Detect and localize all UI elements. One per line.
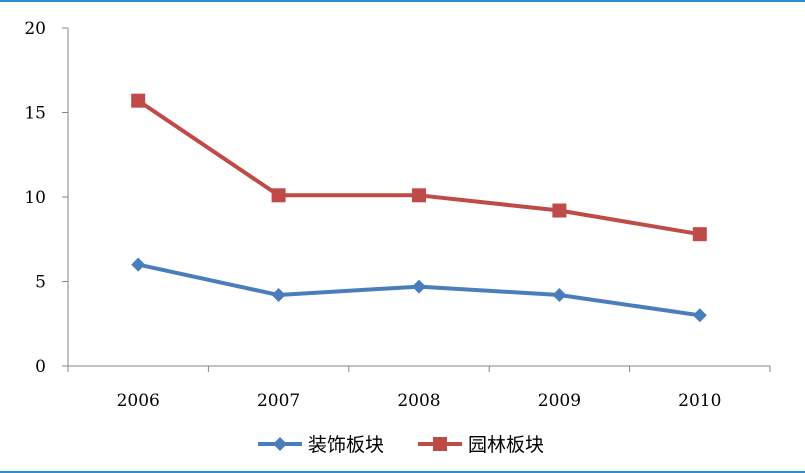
y-tick-label: 20 <box>24 19 46 39</box>
y-tick-label: 5 <box>35 273 46 293</box>
data-point-square <box>412 188 426 203</box>
data-point-diamond <box>131 257 146 272</box>
data-point-square <box>271 188 286 203</box>
x-tick-label: 2010 <box>678 391 721 411</box>
legend-label: 园林板块 <box>468 434 544 456</box>
x-tick-label: 2006 <box>117 391 160 411</box>
data-point-square <box>692 227 707 242</box>
data-point-square <box>131 93 146 108</box>
data-point-square <box>552 203 567 218</box>
legend-marker-diamond <box>273 437 287 451</box>
series-line-2 <box>137 99 701 237</box>
y-tick-label: 15 <box>24 104 46 124</box>
data-point-diamond <box>552 288 567 303</box>
data-point-diamond <box>271 288 286 303</box>
x-tick-label: 2007 <box>257 391 300 411</box>
legend-label: 装饰板块 <box>308 434 384 456</box>
y-tick-label: 10 <box>24 188 46 208</box>
data-point-diamond <box>692 308 707 323</box>
y-tick-label: 0 <box>35 357 46 377</box>
data-point-diamond <box>412 279 426 294</box>
legend: 装饰板块 园林板块 <box>258 434 544 456</box>
axes: 0 5 10 15 20 2006 2007 2008 2009 2010 <box>24 19 771 411</box>
x-tick-label: 2008 <box>397 391 440 411</box>
legend-marker-square <box>433 437 447 451</box>
x-tick-label: 2009 <box>538 391 581 411</box>
series-layer <box>131 93 707 323</box>
